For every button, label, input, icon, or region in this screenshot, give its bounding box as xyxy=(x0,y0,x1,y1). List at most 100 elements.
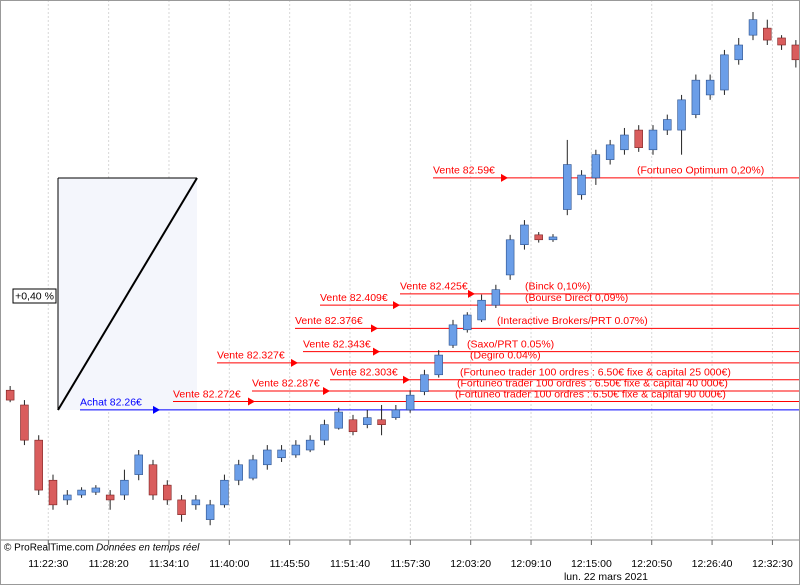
x-tick-label: 12:09:10 xyxy=(511,558,552,570)
x-tick-label: 12:26:40 xyxy=(692,558,733,570)
candle-body xyxy=(791,44,800,61)
level-note: (Binck 0,10%) xyxy=(525,281,590,293)
candle-body xyxy=(177,499,186,515)
levels: Vente 82.59€ (Fortuneo Optimum 0,20%) Vent… xyxy=(80,165,800,414)
x-tick-label: 11:51:40 xyxy=(330,558,370,570)
measure-line xyxy=(57,177,198,411)
x-tick-label: 11:45:50 xyxy=(270,558,310,570)
candle-body xyxy=(434,354,443,376)
date-label: lun. 22 mars 2021 xyxy=(564,571,648,583)
candle-body xyxy=(763,27,772,41)
level-arrow xyxy=(153,405,160,414)
annotation: +0,40 % xyxy=(15,290,54,302)
candle-body xyxy=(491,289,501,306)
candle-body xyxy=(405,394,415,411)
candle-body xyxy=(63,494,72,501)
candle-body xyxy=(720,54,729,91)
candle-body xyxy=(77,489,86,496)
level-note: (Saxo/PRT 0.05%) xyxy=(467,338,554,350)
candle-body xyxy=(120,479,129,496)
level-note: (Fortuneo trader 100 ordres : 6.50€ fixe… xyxy=(460,366,731,378)
x-axis-ticks: 11:22:30 11:28:20 11:34:10 11:40:00 11:45:50… xyxy=(28,540,793,570)
candle-body xyxy=(420,374,429,392)
candle-body xyxy=(34,439,43,491)
candle-body xyxy=(663,119,672,131)
x-tick-label: 11:28:20 xyxy=(89,558,129,570)
level-label: Vente 82.343€ xyxy=(303,338,371,350)
candle-body xyxy=(691,79,701,115)
candle-body xyxy=(163,484,172,501)
candle-body xyxy=(363,417,372,425)
level-label: Vente 82.303€ xyxy=(330,366,398,378)
level-note: (Interactive Brokers/PRT 0.07%) xyxy=(497,315,648,327)
level-arrow xyxy=(468,289,475,298)
level-note: (Fortuneo Optimum 0,20%) xyxy=(637,165,764,177)
candle-body xyxy=(777,37,786,46)
annotation-box xyxy=(12,288,57,304)
x-tick-label: 12:15:00 xyxy=(571,558,612,570)
candle-body xyxy=(391,409,401,418)
candle-body xyxy=(348,419,358,433)
candle-body xyxy=(534,234,543,241)
candle-body xyxy=(548,236,558,241)
candle-body xyxy=(634,129,643,148)
candles xyxy=(5,11,800,526)
candle-body xyxy=(291,444,301,456)
x-tick-label: 11:57:30 xyxy=(390,558,430,570)
level-label: Vente 82.409€ xyxy=(320,292,388,304)
candle-body xyxy=(148,464,158,496)
level-label: Vente 82.327€ xyxy=(217,350,285,362)
level-label: Vente 82.425€ xyxy=(400,281,468,293)
candle-body xyxy=(248,459,258,479)
candle-body xyxy=(520,224,529,245)
candle-body xyxy=(105,494,115,501)
level-arrow xyxy=(393,301,400,310)
level-label: Vente 82.376€ xyxy=(295,315,363,327)
candle-body xyxy=(591,154,601,179)
candle-body xyxy=(620,134,629,151)
candle-body xyxy=(677,99,686,131)
level-label: Vente 82.287€ xyxy=(252,378,320,390)
level-arrow xyxy=(403,375,410,384)
level-label: Vente 82.272€ xyxy=(173,388,241,400)
candle-body xyxy=(648,129,658,151)
candle-body xyxy=(320,424,329,441)
candle-body xyxy=(263,449,272,466)
candle-body xyxy=(477,299,486,321)
level-arrow xyxy=(371,324,378,333)
candle-body xyxy=(734,44,743,61)
x-tick-label: 11:34:10 xyxy=(149,558,189,570)
candle-body xyxy=(234,464,243,481)
candle-body xyxy=(48,479,58,506)
candle-body xyxy=(220,479,229,506)
level-arrow xyxy=(373,347,380,356)
x-tick-label: 12:32:30 xyxy=(752,558,793,570)
candle-body xyxy=(277,449,286,459)
candle-body xyxy=(191,499,201,506)
candle-body xyxy=(605,144,615,160)
candle-body xyxy=(448,324,458,346)
candle-body xyxy=(705,79,715,96)
candle-body xyxy=(91,487,101,493)
level-arrow xyxy=(323,386,330,395)
level-note: (Fortuneo trader 100 ordres : 6.50€ fixe… xyxy=(457,378,728,390)
candle-body xyxy=(377,419,386,425)
credit: © ProRealTime.com xyxy=(4,543,94,554)
candle-body xyxy=(577,174,586,196)
x-tick-label: 12:03:20 xyxy=(450,558,491,570)
candle-body xyxy=(134,454,143,475)
x-tick-label: 11:40:00 xyxy=(209,558,249,570)
x-tick-label: 11:22:30 xyxy=(28,558,68,570)
level-note: (Degiro 0.04%) xyxy=(470,350,541,362)
level-arrow xyxy=(501,173,508,182)
candle-body xyxy=(505,239,515,276)
candle-body xyxy=(563,164,572,210)
level-label: Achat 82.26€ xyxy=(80,397,142,409)
candle-body xyxy=(334,411,343,429)
candle-body xyxy=(20,404,29,441)
candle-body xyxy=(305,439,315,451)
candle-body xyxy=(5,389,15,401)
level-note: (Fortuneo trader 100 ordres : 6.50€ fixe… xyxy=(455,388,726,400)
